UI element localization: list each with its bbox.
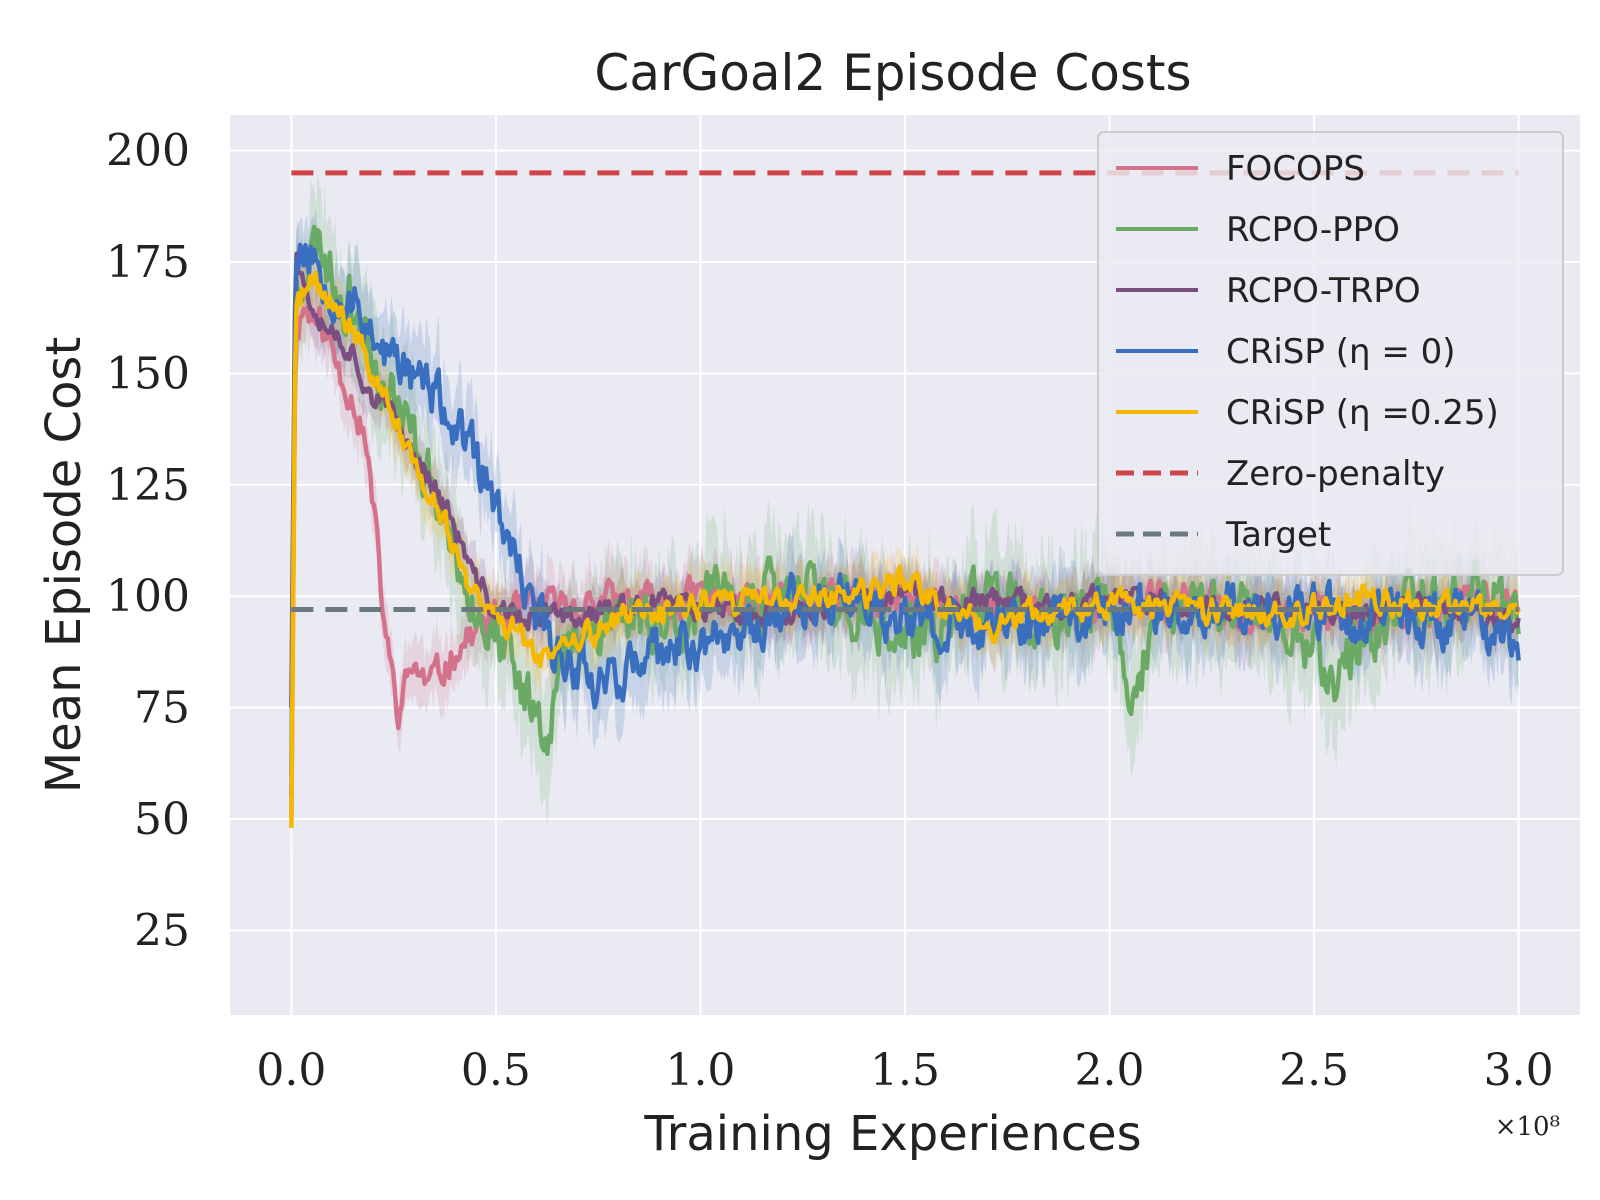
x-tick-label: 2.0 — [1075, 1045, 1145, 1096]
legend-label: FOCOPS — [1226, 149, 1365, 189]
x-tick-label: 1.5 — [870, 1045, 940, 1096]
x-axis-label: Training Experiences — [643, 1106, 1141, 1162]
legend: FOCOPS RCPO-PPO RCPO-TRPO CRiSP (η = 0) CRiS… — [1097, 131, 1564, 576]
legend-label: CRiSP (η = 0) — [1226, 332, 1456, 372]
x-tick-label: 0.0 — [256, 1045, 326, 1096]
series-line-crisp0 — [289, 242, 1521, 797]
y-tick-label: 125 — [106, 460, 190, 511]
x-tick-label: 0.5 — [461, 1045, 531, 1096]
series-lines — [289, 170, 1521, 828]
x-axis: 0.0 0.5 1.0 1.5 2.0 2.5 3.0 — [256, 1045, 1553, 1096]
y-tick-label: 50 — [134, 794, 190, 845]
y-tick-label: 150 — [106, 348, 190, 399]
y-axis-label: Mean Episode Cost — [36, 337, 92, 794]
series-band-focops — [291, 274, 1519, 845]
legend-label: CRiSP (η =0.25) — [1226, 393, 1499, 433]
y-tick-label: 175 — [106, 237, 190, 288]
legend-label: Zero-penalty — [1226, 454, 1445, 494]
legend-box — [1097, 131, 1564, 576]
y-tick-label: 25 — [134, 905, 190, 956]
x-tick-label: 1.0 — [665, 1045, 735, 1096]
y-axis: 25 50 75 100 125 150 175 200 — [106, 126, 190, 957]
series-line-rcpo_ppo — [289, 224, 1521, 775]
legend-label: Target — [1225, 515, 1331, 555]
x-tick-label: 2.5 — [1279, 1045, 1349, 1096]
y-tick-label: 200 — [106, 126, 190, 177]
legend-label: RCPO-PPO — [1226, 210, 1400, 250]
x-tick-label: 3.0 — [1484, 1045, 1554, 1096]
y-tick-label: 75 — [134, 683, 190, 734]
x-axis-offset-label: ×10⁸ — [1495, 1112, 1560, 1142]
chart-title: CarGoal2 Episode Costs — [594, 44, 1191, 102]
series-band-rcpo_ppo — [291, 172, 1519, 829]
y-tick-label: 100 — [106, 571, 190, 622]
legend-label: RCPO-TRPO — [1226, 271, 1421, 311]
